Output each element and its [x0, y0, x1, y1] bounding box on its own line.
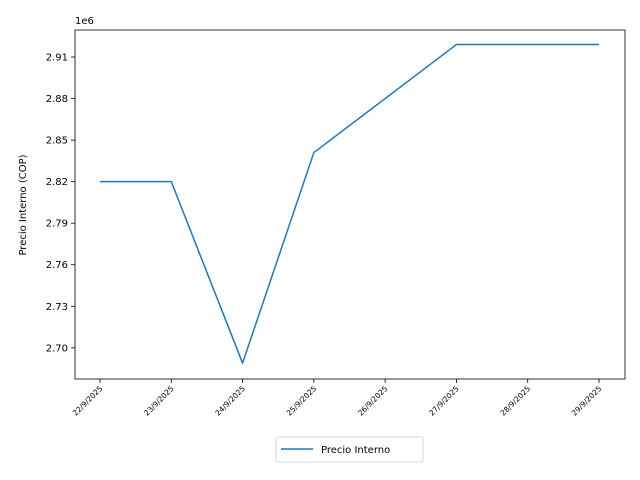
x-tick-label: 27/9/2025	[427, 384, 461, 418]
y-tick-label: 2.88	[46, 94, 68, 105]
y-tick-label: 2.85	[46, 136, 68, 147]
x-tick-label: 25/9/2025	[285, 384, 319, 418]
x-tick-label: 26/9/2025	[356, 384, 390, 418]
series-line-precio-interno	[100, 43, 599, 364]
series-layer	[100, 43, 599, 364]
x-tick-label: 22/9/2025	[71, 384, 105, 418]
x-tick-label: 24/9/2025	[213, 384, 247, 418]
x-tick-label: 28/9/2025	[499, 384, 533, 418]
y-axis-label: Precio Interno (COP)	[18, 154, 29, 255]
x-tick-label: 23/9/2025	[142, 384, 176, 418]
legend: Precio Interno	[275, 436, 424, 463]
y-tick-label: 2.76	[46, 260, 68, 271]
legend-label-precio-interno: Precio Interno	[321, 445, 390, 456]
x-axis-ticks: 22/9/2025 23/9/2025 24/9/2025 25/9/2025 26/9…	[71, 379, 604, 418]
plot-frame	[74, 29, 626, 380]
y-tick-label: 2.79	[46, 219, 68, 230]
y-tick-label: 2.73	[46, 302, 68, 313]
y-axis-offset-label: 1e6	[75, 16, 94, 27]
y-tick-label: 2.82	[46, 177, 68, 188]
x-tick-label: 29/9/2025	[570, 384, 604, 418]
legend-box	[275, 436, 424, 463]
y-tick-label: 2.70	[46, 343, 68, 354]
y-tick-label: 2.91	[46, 53, 68, 64]
y-axis-ticks: 2.70 2.73 2.76 2.79 2.82 2.85 2.88 2.91	[46, 53, 75, 354]
